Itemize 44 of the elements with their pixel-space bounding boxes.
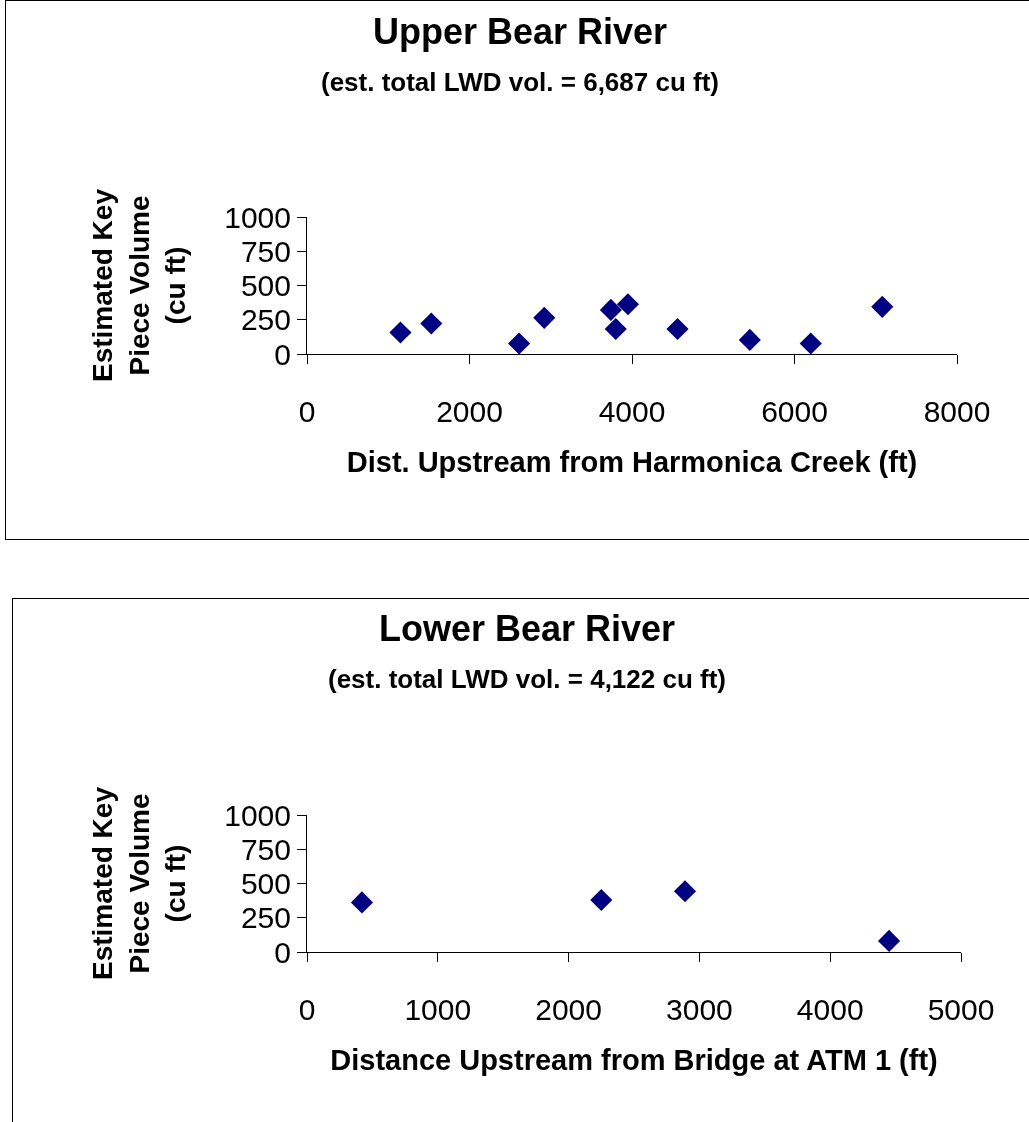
x-tick-label: 8000 <box>923 395 991 428</box>
point <box>871 295 894 318</box>
point <box>389 321 412 344</box>
point <box>799 332 822 354</box>
y-tick-label: 750 <box>240 832 291 866</box>
point <box>666 317 689 340</box>
x-tick-label: 4000 <box>598 395 666 428</box>
x-tick-label: 0 <box>298 993 316 1026</box>
y-tick-label: 500 <box>240 269 291 302</box>
x-axis-title: Dist. Upstream from Harmonica Creek (ft) <box>346 445 918 478</box>
y-tick-label: 250 <box>240 901 291 935</box>
point <box>673 880 697 903</box>
y-axis-title: Estimated Key Piece Volume (cu ft) <box>87 786 191 980</box>
y-tick-label: 1000 <box>224 200 291 234</box>
x-tick-label: 0 <box>298 395 316 428</box>
point <box>738 328 761 351</box>
point <box>616 293 639 316</box>
x-tick-label: 3000 <box>666 993 733 1026</box>
chart-subtitle: (est. total LWD vol. = 6,687 cu ft) <box>320 66 720 97</box>
point <box>604 317 627 340</box>
x-tick-label: 5000 <box>927 993 995 1026</box>
point <box>590 888 613 911</box>
x-tick-label: 2000 <box>436 395 503 428</box>
point <box>599 298 622 321</box>
chart-subtitle: (est. total LWD vol. = 4,122 cu ft) <box>327 664 727 695</box>
y-tick-label: 0 <box>274 337 291 371</box>
x-tick-label: 4000 <box>796 993 864 1026</box>
y-tick-label: 750 <box>240 234 291 268</box>
y-tick-label: 1000 <box>224 798 291 832</box>
chart-title: Lower Bear River <box>378 608 676 650</box>
y-tick-label: 500 <box>240 867 291 900</box>
y-tick-label: 250 <box>240 303 291 337</box>
point <box>533 306 556 329</box>
point <box>508 332 531 354</box>
point <box>350 891 373 914</box>
x-tick-label: 6000 <box>761 395 828 428</box>
y-tick-label: 0 <box>274 935 291 969</box>
point <box>420 312 443 335</box>
chart-title: Upper Bear River <box>372 11 668 53</box>
x-tick-label: 2000 <box>535 993 602 1026</box>
point <box>878 929 901 952</box>
x-axis-title: Distance Upstream from Bridge at ATM 1 (ft) <box>330 1043 938 1076</box>
x-tick-label: 1000 <box>404 993 472 1026</box>
y-axis-title: Estimated Key Piece Volume (cu ft) <box>87 188 191 382</box>
